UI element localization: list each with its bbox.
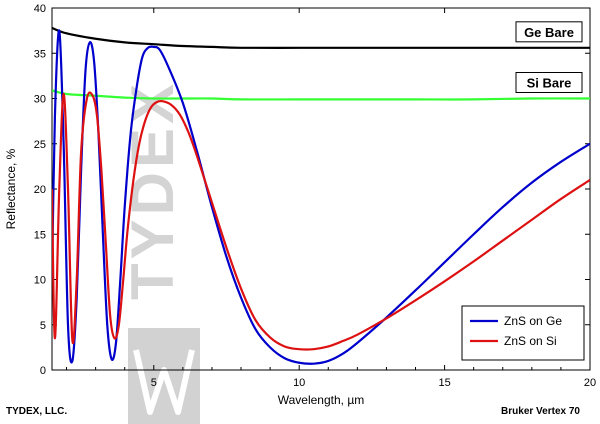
label-box-si-bare: [515, 72, 583, 93]
y-tick-label: 15: [34, 229, 46, 241]
y-tick-label: 20: [34, 184, 46, 196]
watermark-text: TYDEX: [119, 80, 186, 300]
label-box-ge-bare: [515, 21, 583, 43]
axis-ticks: 0 5 10 15 20 25 30 35 40 5 10 15 20: [34, 3, 596, 389]
x-tick-label: 5: [151, 377, 157, 389]
y-tick-label: 10: [34, 275, 46, 287]
label-si-bare: Si Bare: [527, 76, 572, 91]
footer-instrument: Bruker Vertex 70: [501, 406, 580, 417]
legend-box: [461, 305, 585, 361]
series-line-si-bare: [52, 89, 590, 101]
y-tick-label: 40: [34, 3, 46, 15]
axis-titles: Wavelength, µm Reflectance, %: [4, 148, 364, 407]
watermark: TYDEX: [119, 80, 200, 424]
series-labels: Ge Bare Si Bare: [515, 21, 583, 93]
y-tick-label: 25: [34, 139, 46, 151]
legend: ZnS on Ge ZnS on Si: [461, 305, 585, 361]
y-axis-title: Reflectance, %: [4, 148, 18, 229]
series-line-ge-bare: [52, 26, 590, 49]
legend-label-zns-on-si: ZnS on Si: [504, 334, 557, 348]
y-tick-label: 35: [34, 48, 46, 60]
x-axis-title: Wavelength, µm: [278, 393, 365, 407]
y-tick-label: 5: [40, 320, 46, 332]
y-tick-label: 30: [34, 94, 46, 106]
label-ge-bare: Ge Bare: [524, 25, 574, 40]
series-lines: [52, 26, 590, 365]
legend-label-zns-on-ge: ZnS on Ge: [504, 314, 562, 328]
x-tick-label: 20: [584, 377, 596, 389]
footer-company: TYDEX, LLC.: [6, 406, 68, 417]
series-line-zns-on-si: [52, 91, 590, 351]
x-tick-label: 10: [293, 377, 305, 389]
y-tick-label: 0: [40, 365, 46, 377]
x-tick-label: 15: [438, 377, 450, 389]
